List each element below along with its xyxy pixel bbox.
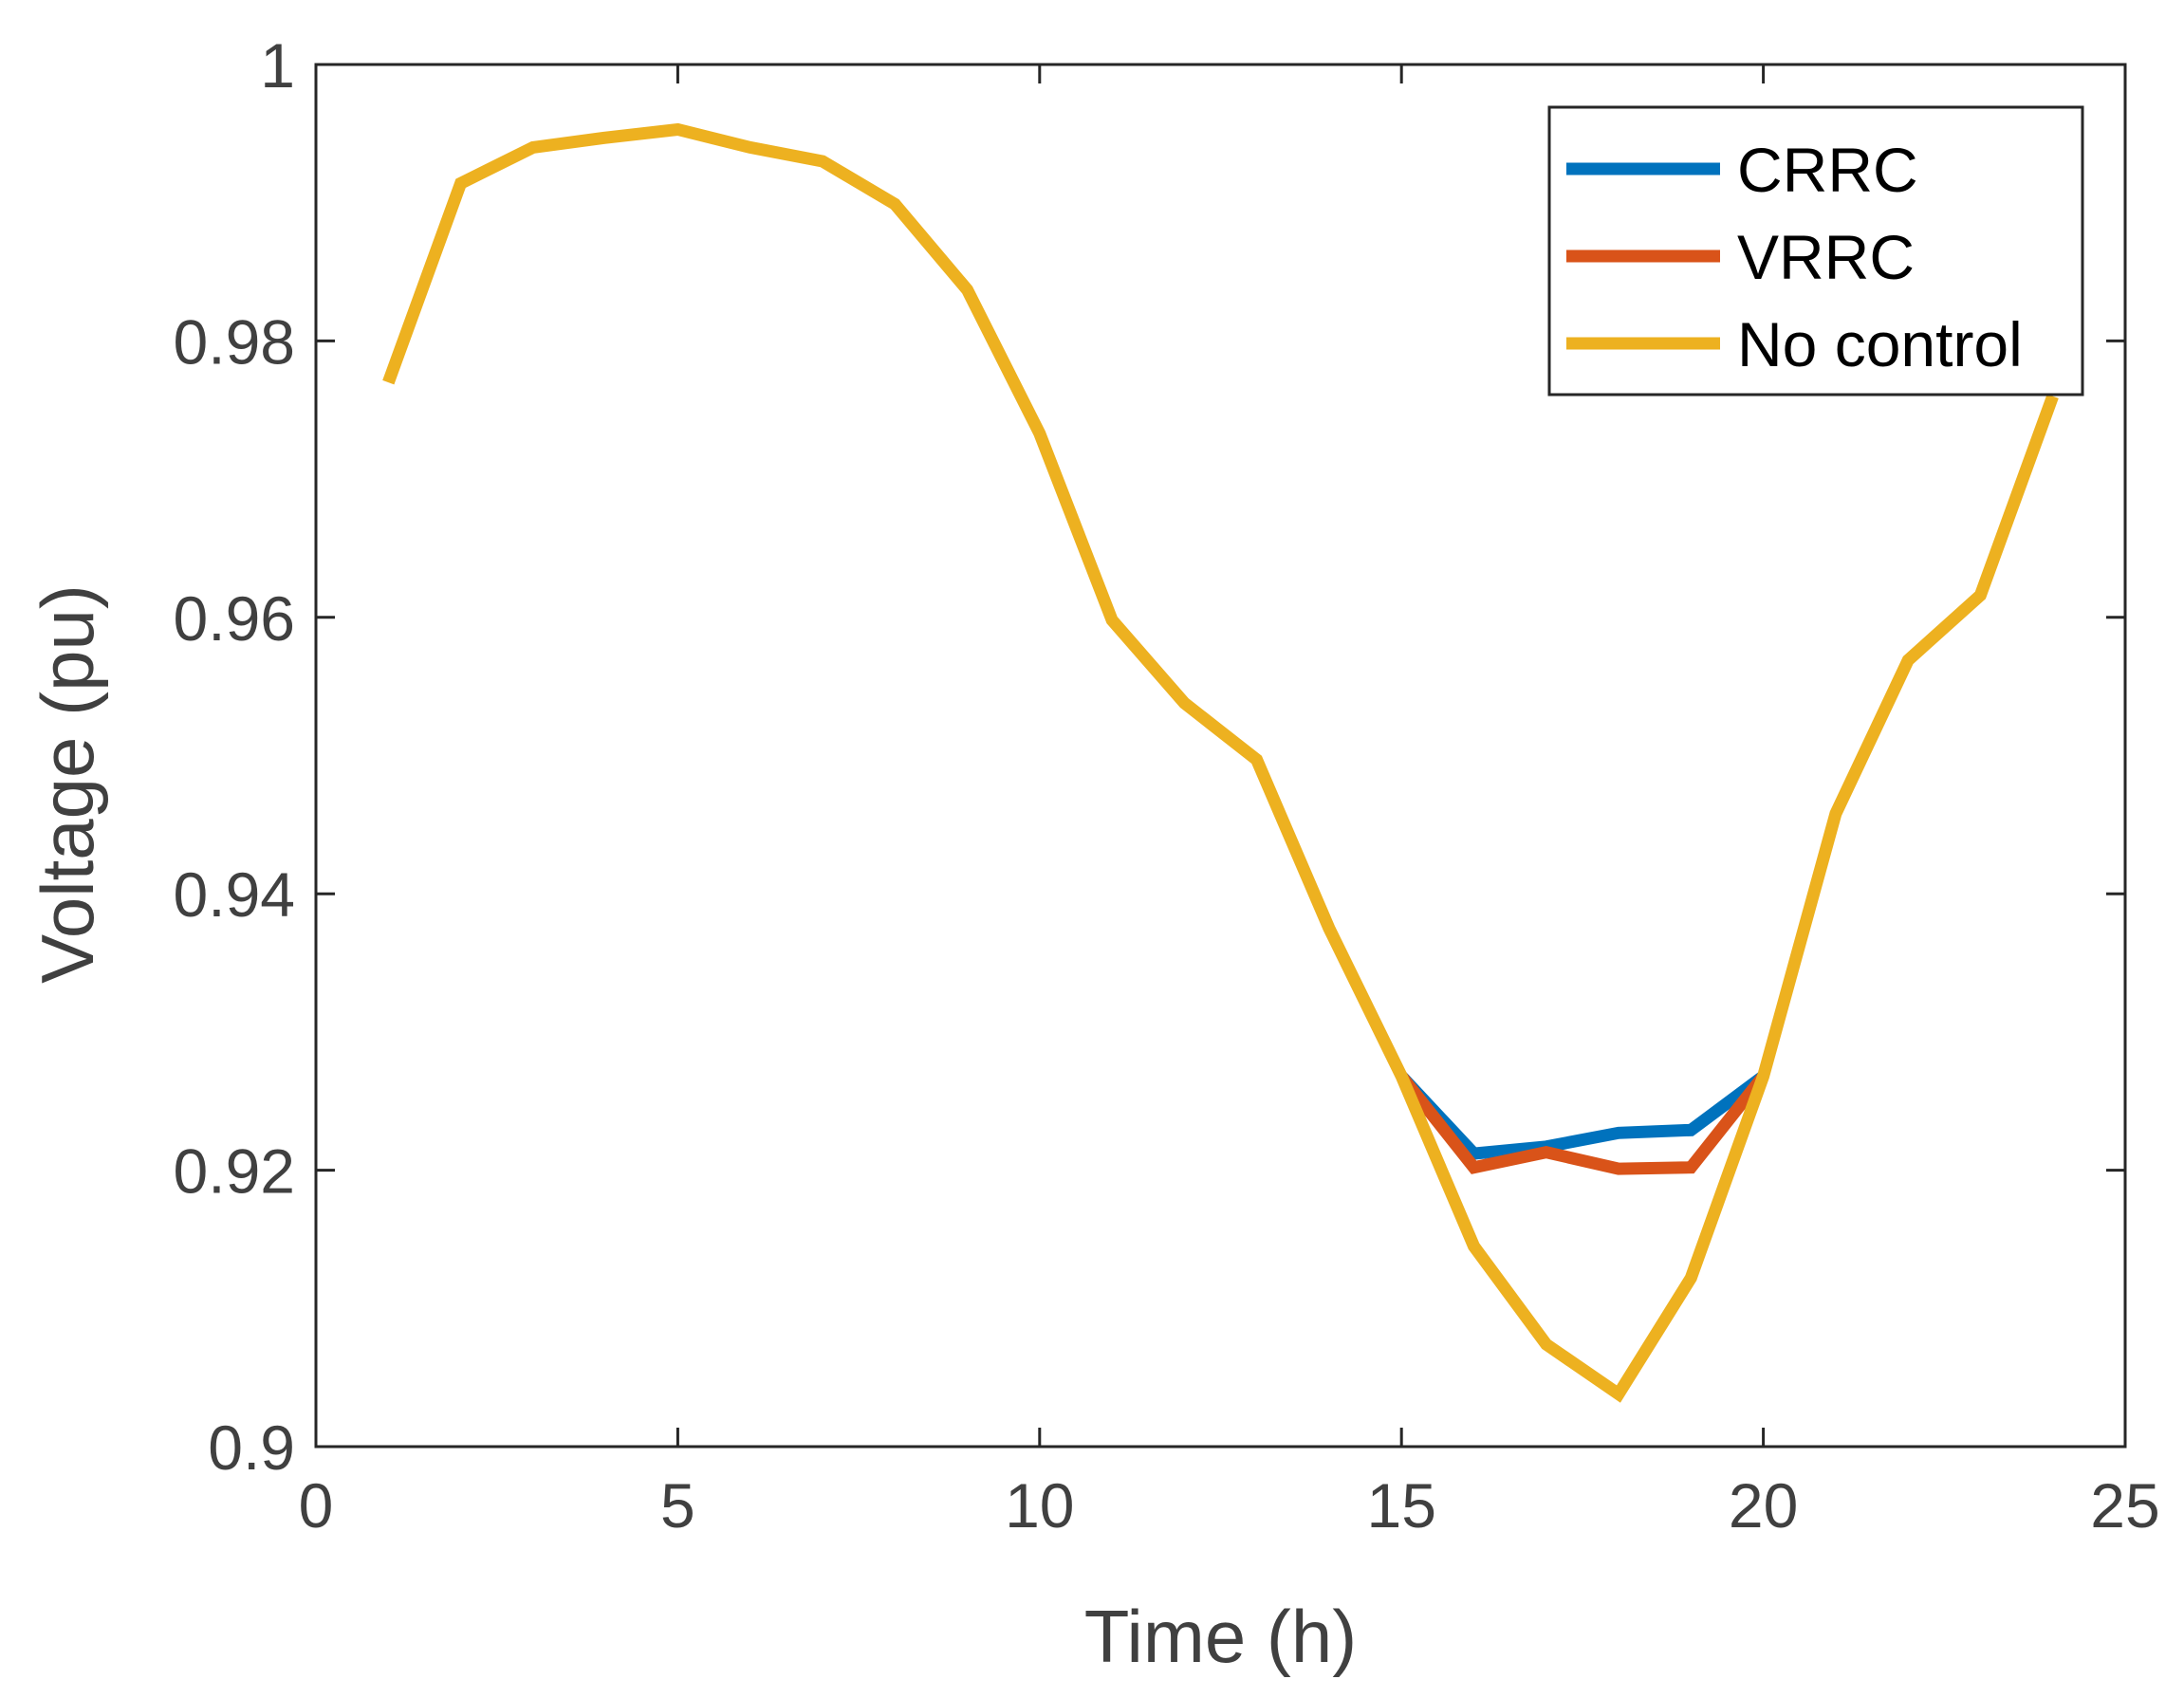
y-tick-label: 0.9 xyxy=(208,1412,295,1483)
legend-label: CRRC xyxy=(1737,135,1918,205)
legend-label: VRRC xyxy=(1737,222,1915,292)
x-tick-label: 20 xyxy=(1729,1470,1798,1541)
x-tick-label: 10 xyxy=(1005,1470,1074,1541)
series-line-crrc xyxy=(1397,1071,1768,1160)
y-tick-label: 0.92 xyxy=(174,1136,295,1207)
legend-label: No control xyxy=(1737,309,2023,379)
x-axis-ticks: 0 5 10 15 20 25 xyxy=(299,65,2160,1541)
legend: CRRC VRRC No control xyxy=(1547,105,2084,397)
series-line-no-control xyxy=(382,122,2059,1403)
y-tick-label: 0.98 xyxy=(174,306,295,377)
series-line-vrrc xyxy=(1397,1072,1768,1175)
y-tick-label: 0.96 xyxy=(174,583,295,654)
y-axis-label: Voltage (pu) xyxy=(26,584,109,984)
x-axis-label: Time (h) xyxy=(1084,1595,1357,1678)
y-tick-label: 0.94 xyxy=(174,859,295,930)
x-tick-label: 5 xyxy=(660,1470,695,1541)
y-tick-label: 1 xyxy=(260,30,295,101)
series-lines xyxy=(382,122,2059,1403)
y-axis-ticks: 0.9 0.92 0.94 0.96 0.98 1 xyxy=(174,30,2125,1483)
x-tick-label: 25 xyxy=(2090,1470,2159,1541)
x-tick-label: 15 xyxy=(1366,1470,1435,1541)
x-tick-label: 0 xyxy=(299,1470,334,1541)
